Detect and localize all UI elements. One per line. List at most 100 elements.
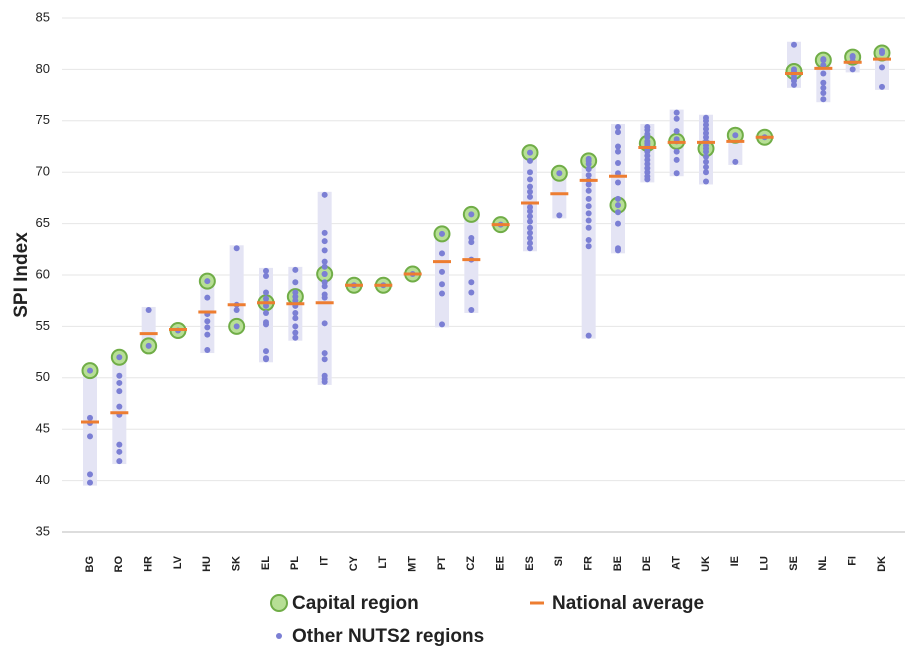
y-tick-label: 45: [36, 421, 50, 436]
x-tick-label: LT: [377, 556, 389, 569]
region-dot: [321, 247, 328, 254]
region-dot: [321, 283, 328, 290]
x-tick-label: SI: [553, 556, 565, 566]
region-dot: [644, 176, 651, 183]
region-dot: [263, 310, 269, 317]
capital-dot: [585, 157, 592, 164]
region-dot: [263, 273, 269, 280]
region-dot: [644, 127, 651, 134]
x-tick-label: SK: [231, 556, 243, 571]
region-dot: [585, 332, 592, 339]
region-dot: [527, 157, 533, 164]
region-dot: [439, 290, 445, 297]
region-dot: [615, 220, 621, 227]
region-dot: [204, 324, 211, 331]
y-tick-label: 60: [36, 266, 50, 281]
region-dot: [204, 347, 211, 354]
region-dot: [116, 448, 123, 455]
region-dot: [321, 258, 328, 265]
region-dot: [321, 229, 328, 236]
region-dot: [644, 160, 651, 167]
region-dot: [527, 204, 533, 211]
region-dot: [321, 294, 328, 301]
region-dot: [615, 195, 621, 202]
region-dot: [820, 90, 827, 97]
region-dot: [87, 471, 93, 478]
x-tick-label: PT: [436, 556, 448, 570]
x-tick-label: RO: [113, 556, 125, 573]
x-tick-label: DE: [641, 556, 653, 571]
x-tick-label: LV: [172, 555, 184, 569]
range-bar: [523, 149, 537, 252]
region-dot: [292, 329, 299, 336]
capital-dot: [145, 342, 152, 349]
region-dot: [204, 318, 211, 325]
region-dot: [468, 279, 475, 286]
capital-dot: [292, 293, 299, 300]
region-dot: [292, 323, 299, 330]
region-dot: [644, 165, 651, 172]
range-bar: [229, 245, 244, 330]
region-dot: [585, 187, 592, 194]
region-dot: [820, 62, 827, 69]
region-dot: [263, 289, 269, 296]
x-tick-label: EE: [495, 556, 507, 571]
region-dot: [439, 250, 445, 257]
region-dot: [673, 115, 680, 122]
region-dot: [439, 281, 445, 288]
region-dot: [703, 169, 709, 176]
legend-label: Other NUTS2 regions: [292, 626, 484, 647]
region-dot: [879, 83, 885, 90]
x-tick-label: ES: [524, 556, 536, 571]
region-dot: [703, 178, 709, 185]
x-tick-label: DK: [876, 556, 888, 572]
region-dot: [439, 268, 445, 275]
region-dot: [820, 84, 827, 91]
region-dot: [615, 179, 621, 186]
capital-dot: [527, 149, 533, 156]
region-dot: [644, 148, 651, 155]
region-dot: [263, 267, 269, 274]
capital-dot: [644, 140, 651, 147]
capital-dot: [820, 57, 827, 64]
capital-dot: [849, 54, 856, 61]
region-dot: [673, 109, 680, 116]
x-tick-label: SE: [788, 556, 800, 571]
region-dot: [791, 81, 797, 88]
capital-dot: [468, 211, 475, 218]
region-dot: [615, 129, 621, 136]
legend-label: National average: [552, 593, 704, 614]
x-tick-label: PL: [289, 556, 301, 570]
region-dot: [703, 134, 709, 141]
y-tick-label: 40: [36, 472, 50, 487]
capital-dot: [703, 145, 709, 152]
region-dot: [585, 195, 592, 202]
capital-dot: [233, 323, 240, 330]
y-tick-label: 75: [36, 112, 50, 127]
region-dot: [468, 239, 475, 246]
region-dot: [527, 188, 533, 195]
region-dot: [233, 306, 240, 313]
region-dot: [644, 169, 651, 176]
legend-marker: [276, 633, 282, 639]
x-tick-label: LU: [759, 556, 771, 571]
region-dot: [585, 166, 592, 173]
region-dot: [820, 96, 827, 103]
x-tick-label: EL: [260, 556, 272, 570]
x-tick-label: FR: [583, 556, 595, 571]
x-tick-label: HU: [201, 556, 213, 572]
region-dot: [703, 153, 709, 160]
region-dot: [527, 218, 533, 225]
capital-dot: [116, 354, 123, 361]
region-dot: [527, 208, 533, 215]
region-dot: [615, 159, 621, 166]
x-tick-label: CZ: [465, 556, 477, 571]
region-dot: [468, 289, 475, 296]
capital-dot: [615, 202, 621, 209]
region-dot: [585, 172, 592, 179]
region-dot: [292, 310, 299, 317]
y-tick-label: 80: [36, 61, 50, 76]
region-dot: [321, 238, 328, 245]
region-dot: [263, 356, 269, 363]
region-dot: [849, 66, 856, 73]
